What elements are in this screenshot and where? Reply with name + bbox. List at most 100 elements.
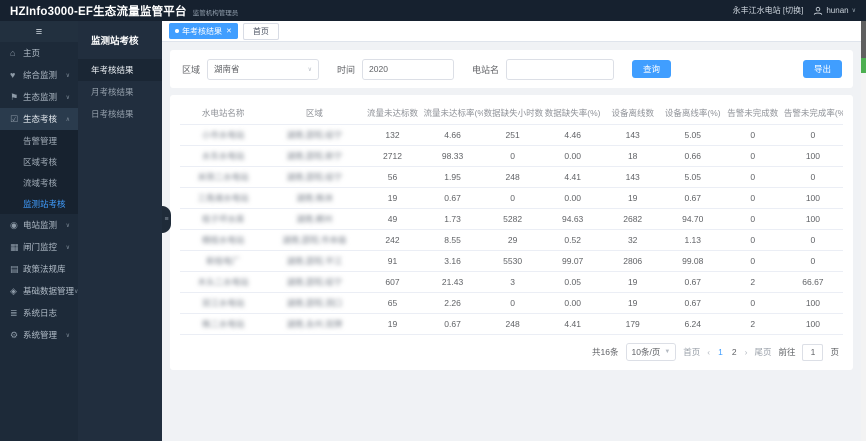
sidebar-item-label: 基础数据管理 [23, 286, 75, 296]
value-cell: 65 [362, 292, 423, 314]
value-cell: 1.73 [422, 208, 483, 230]
time-input[interactable] [362, 58, 455, 80]
station-name-cell: 米筛二水电站 [180, 166, 267, 188]
chevron-icon: ∨ [65, 94, 70, 101]
scrollbar-thumb[interactable] [861, 21, 866, 58]
pagination: 共16条 10条/页 ▼ 首页 ‹ 12 › 尾页 前往 页 [180, 343, 843, 361]
sidebar-item[interactable]: ◈ 基础数据管理 ∨ [0, 280, 78, 302]
region-value: 湖南省 [214, 64, 240, 74]
sidebar-item[interactable]: ⚙ 系统管理 ∨ [0, 324, 78, 346]
sidebar-subitem[interactable]: 流域考核 [23, 177, 58, 188]
tab-year-results[interactable]: 年考核结果 ✕ [169, 23, 238, 39]
table-row: 双江水电站 湖南,邵阳,洞口 65 2.26 0 0.00 19 0.67 0 100 [180, 292, 843, 314]
sidebar-item[interactable]: ☑ 生态考核 ∧ [0, 108, 78, 130]
value-cell: 0.67 [662, 271, 723, 293]
station-name-input[interactable] [506, 58, 615, 80]
search-button[interactable]: 查询 [632, 59, 672, 79]
value-cell: 0 [782, 166, 843, 188]
value-cell: 1.13 [662, 229, 723, 251]
chevron-down-icon: ∨ [307, 66, 313, 73]
panel-item[interactable]: 月考核结果 [91, 87, 134, 97]
sidebar-subitem[interactable]: 告警管理 [23, 135, 58, 146]
column-header: 流量未达标率(%) [422, 102, 483, 125]
results-table: 水电站名称 区域 流量未达标数 流量未达标率(%) 数据缺失小时数 数据缺失率(%) 设备离… [180, 102, 843, 335]
column-header: 水电站名称 [180, 102, 267, 125]
table-row: 三角滩水电站 湖南,株洲 19 0.67 0 0.00 19 0.67 0 100 [180, 187, 843, 209]
value-cell: 0.00 [542, 145, 603, 167]
value-cell: 2806 [602, 250, 663, 272]
table-row: 木头二水电站 湖南,邵阳,绥宁 607 21.43 3 0.05 19 0.67 2 66.67 [180, 271, 843, 293]
value-cell: 4.41 [542, 313, 603, 335]
first-page-button[interactable]: 首页 [683, 347, 701, 357]
page-size-select[interactable]: 10条/页 ▼ [625, 343, 677, 361]
column-header: 流量未达标数 [362, 102, 423, 125]
vertical-scrollbar[interactable] [861, 21, 866, 441]
region-cell: 湖南,邵阳,平江 [266, 250, 363, 272]
sidebar-collapse-handle[interactable]: ≡ [162, 206, 171, 233]
value-cell: 607 [362, 271, 423, 293]
value-cell: 100 [782, 292, 843, 314]
goto-suffix: 页 [830, 347, 839, 357]
panel-item[interactable]: 日考核结果 [91, 109, 134, 119]
home-icon: ⌂ [10, 48, 16, 58]
value-cell: 0.67 [662, 292, 723, 314]
user-menu[interactable]: hunan ∨ [813, 6, 856, 16]
page-number-button[interactable]: 1 [718, 347, 723, 357]
switch-label[interactable]: [切换] [782, 6, 804, 15]
value-cell: 100 [782, 145, 843, 167]
value-cell: 3 [482, 271, 543, 293]
value-cell: 66.67 [782, 271, 843, 293]
sidebar-subitem[interactable]: 监测站考核 [23, 198, 66, 209]
table-row: 小市水电站 湖南,邵阳,绥宁 132 4.66 251 4.46 143 5.05 0 0 [180, 124, 843, 146]
export-button[interactable]: 导出 [802, 59, 842, 79]
sidebar-item[interactable]: ⚑ 生态监测 ∨ [0, 86, 78, 108]
column-header: 设备离线率(%) [662, 102, 723, 125]
sidebar-item[interactable]: ▤ 政策法规库 [0, 258, 78, 280]
value-cell: 100 [782, 313, 843, 335]
value-cell: 0 [722, 292, 783, 314]
value-cell: 4.41 [542, 166, 603, 188]
value-cell: 2682 [602, 208, 663, 230]
sidebar-item[interactable]: ⌂ 主页 [0, 42, 78, 64]
value-cell: 49 [362, 208, 423, 230]
primary-sidebar: ≡ ⌂ 主页 ♥ 综合监测 ∨ ⚑ 生态监测 ∨ ☑ 生态考核 ∧ 告警管理区域… [0, 21, 78, 441]
value-cell: 99.08 [662, 250, 723, 272]
region-cell: 湖南,邵阳,绥宁 [266, 124, 363, 146]
region-select[interactable]: 湖南省 ∨ [207, 58, 320, 80]
sidebar-item[interactable]: ▦ 闸门监控 ∨ [0, 236, 78, 258]
panel-item[interactable]: 年考核结果 [78, 59, 162, 81]
hamburger-icon[interactable]: ≡ [0, 21, 78, 42]
value-cell: 0.05 [542, 271, 603, 293]
value-cell: 0.52 [542, 229, 603, 251]
value-cell: 0 [782, 124, 843, 146]
heart-icon: ♥ [10, 70, 16, 80]
sidebar-item[interactable]: ♥ 综合监测 ∨ [0, 64, 78, 86]
chevron-icon: ∨ [65, 222, 70, 229]
value-cell: 0.67 [662, 187, 723, 209]
sidebar-subitem[interactable]: 区域考核 [23, 156, 58, 167]
value-cell: 0 [722, 250, 783, 272]
station-name-cell: 株二水电站 [180, 313, 267, 335]
sidebar-item-label: 政策法规库 [23, 264, 66, 274]
station-switch-link[interactable]: 永丰江水电站 [切换] [733, 5, 804, 16]
value-cell: 0.66 [662, 145, 723, 167]
last-page-button[interactable]: 尾页 [754, 347, 772, 357]
current-station: 永丰江水电站 [732, 6, 781, 15]
sidebar-item[interactable]: ≣ 系统日志 [0, 302, 78, 324]
chevron-icon: ∨ [74, 288, 78, 295]
page-number-button[interactable]: 2 [731, 347, 737, 357]
next-page-icon[interactable]: › [744, 347, 748, 357]
prev-page-icon[interactable]: ‹ [707, 347, 711, 357]
value-cell: 32 [602, 229, 663, 251]
goto-page-input[interactable] [802, 343, 824, 361]
region-cell: 湖南,邵阳,洞口 [266, 292, 363, 314]
value-cell: 56 [362, 166, 423, 188]
app-header: HZInfo3000-EF生态流量监管平台 监管机构管理员 永丰江水电站 [切换… [0, 0, 866, 21]
close-icon[interactable]: ✕ [226, 28, 232, 35]
sidebar-item[interactable]: ◉ 电站监测 ∨ [0, 214, 78, 236]
value-cell: 19 [362, 313, 423, 335]
book-icon: ▤ [10, 263, 19, 274]
value-cell: 4.66 [422, 124, 483, 146]
tab-home[interactable]: 首页 [242, 22, 279, 40]
